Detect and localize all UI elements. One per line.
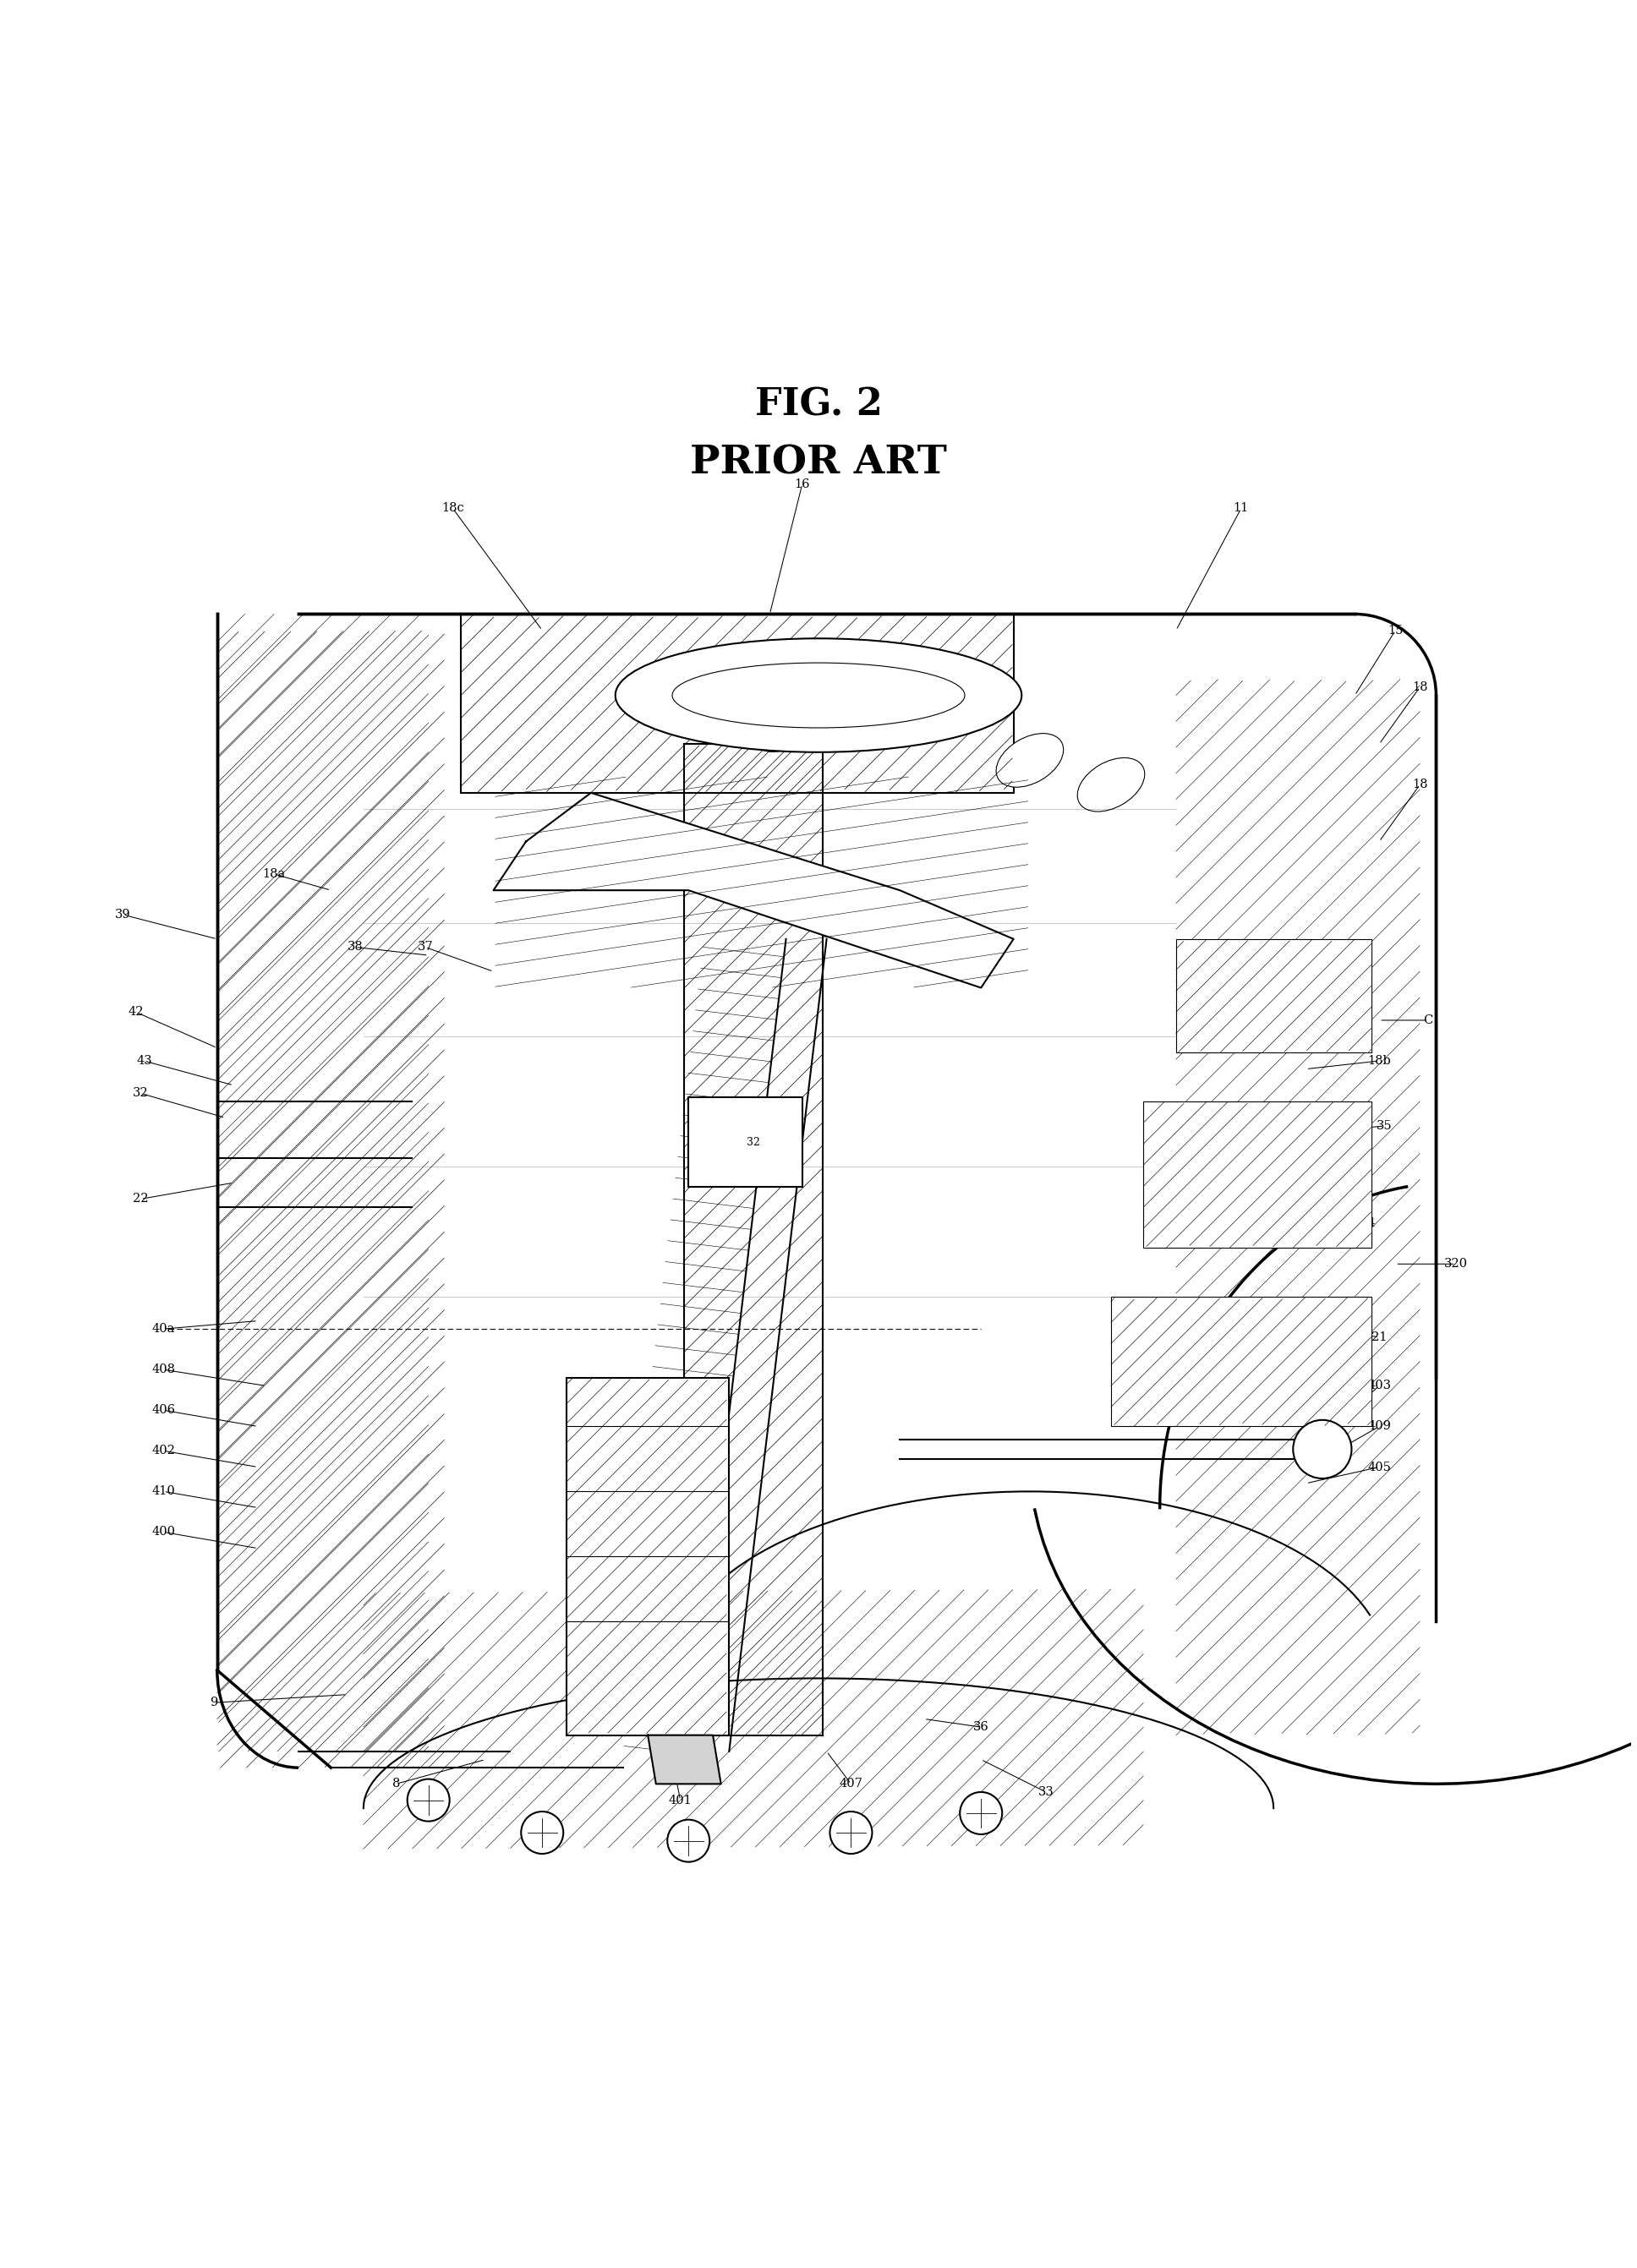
Circle shape [408, 1778, 450, 1821]
Text: 400: 400 [152, 1526, 175, 1538]
Text: 40a: 40a [152, 1322, 175, 1336]
Bar [462, 615, 1013, 794]
Bar [566, 1377, 728, 1735]
Text: 15: 15 [1388, 624, 1403, 637]
Text: 9: 9 [210, 1696, 218, 1708]
Ellipse shape [755, 701, 817, 748]
Text: 18c: 18c [442, 503, 465, 515]
Text: 43: 43 [136, 1055, 152, 1066]
Text: 18: 18 [1413, 778, 1427, 792]
Text: 410: 410 [152, 1486, 175, 1497]
Text: 407: 407 [840, 1778, 863, 1789]
Polygon shape [493, 794, 1013, 989]
Text: C: C [1423, 1014, 1432, 1025]
Ellipse shape [997, 733, 1064, 787]
Text: 37: 37 [417, 941, 434, 953]
Text: 32: 32 [746, 1136, 760, 1148]
Text: 320: 320 [1444, 1259, 1467, 1270]
Text: 11: 11 [1233, 503, 1249, 515]
Text: 18a: 18a [262, 869, 285, 880]
Ellipse shape [616, 637, 1021, 753]
Ellipse shape [1077, 758, 1144, 812]
Bar [1112, 1297, 1372, 1427]
Ellipse shape [656, 678, 720, 728]
Bar [1175, 939, 1372, 1052]
Text: 18: 18 [1413, 680, 1427, 694]
Text: 22: 22 [133, 1193, 149, 1204]
Circle shape [830, 1812, 873, 1853]
Circle shape [668, 1819, 709, 1862]
Text: 406: 406 [152, 1404, 175, 1415]
Text: FIG. 2: FIG. 2 [755, 386, 882, 422]
Circle shape [959, 1792, 1002, 1835]
Polygon shape [648, 1735, 720, 1785]
Circle shape [521, 1812, 563, 1853]
Text: 42: 42 [128, 1007, 144, 1018]
Circle shape [1293, 1420, 1352, 1479]
Text: 35: 35 [1377, 1120, 1391, 1132]
Text: 39: 39 [115, 909, 131, 921]
Text: 36: 36 [972, 1721, 989, 1733]
Text: 408: 408 [152, 1363, 175, 1374]
Text: 32: 32 [133, 1086, 149, 1100]
Text: 21: 21 [1372, 1331, 1387, 1343]
Text: 8: 8 [391, 1778, 399, 1789]
Text: 405: 405 [1367, 1461, 1391, 1472]
Text: PRIOR ART: PRIOR ART [691, 445, 946, 483]
Text: 18b: 18b [1367, 1055, 1391, 1066]
Text: 44: 44 [1360, 1218, 1375, 1229]
Text: 403: 403 [1367, 1379, 1391, 1393]
Bar [1144, 1102, 1372, 1247]
Text: 33: 33 [1038, 1787, 1054, 1799]
Text: 401: 401 [668, 1794, 692, 1805]
Bar [689, 1098, 802, 1186]
Text: 38: 38 [347, 941, 363, 953]
Text: 402: 402 [152, 1445, 175, 1456]
Text: 16: 16 [794, 479, 810, 490]
Text: 409: 409 [1367, 1420, 1391, 1433]
Ellipse shape [884, 678, 948, 728]
